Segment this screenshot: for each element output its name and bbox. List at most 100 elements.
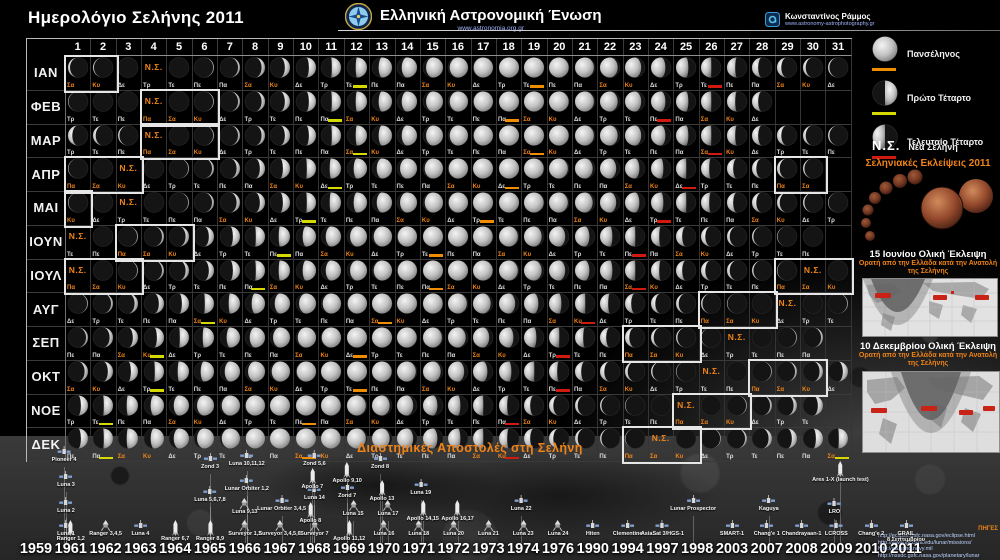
moon-phase-icon (67, 91, 88, 112)
weekday-label: Σα (67, 82, 75, 89)
day-cell: Τε (673, 191, 700, 226)
day-cell: Πε (546, 359, 573, 395)
weekday-label: Τρ (726, 454, 734, 460)
weekday-label: Πε (67, 352, 75, 359)
moon-phase-icon (802, 158, 824, 179)
timeline-year: 1997 (646, 541, 679, 557)
weekday-label: Τε (193, 285, 200, 292)
moon-calendar-grid: 1 2 3 4 5 6 7 8 9 10 11 12 13 14 15 16 17 18 19 20 21 22 23 24 2… (26, 38, 854, 464)
moon-phase-icon (371, 57, 393, 78)
day-cell: Σα (166, 89, 193, 125)
weekday-label: Κυ (751, 319, 760, 325)
moon-phase-icon (143, 394, 164, 416)
day-cell: Τε (369, 258, 396, 294)
day-cell: Κυ (495, 326, 523, 361)
day-header: 31 (825, 39, 852, 56)
source-url[interactable]: http://eclipse.gsfc.nasa.gov/eclipse.htm… (878, 533, 975, 539)
weekday-label: Πα (700, 319, 709, 325)
timeline-year: 2010 (855, 541, 888, 557)
moon-phase-icon (675, 293, 697, 314)
probe-icon (795, 520, 809, 528)
day-cell: Τρ (597, 393, 624, 429)
weekday-label: Δε (320, 285, 328, 292)
day-cell: Δε (825, 56, 852, 91)
legend-underline (872, 156, 896, 159)
day-cell: Τε (800, 123, 827, 159)
mission-item: Luna 14 (304, 484, 325, 501)
moon-phase-icon (675, 91, 697, 112)
moon-phase-icon (295, 259, 317, 281)
day-cell: Πε (369, 359, 396, 395)
day-cell: Πα (572, 359, 599, 395)
weekday-label: Κυ (726, 150, 734, 157)
weekday-label: Δε (219, 420, 227, 427)
weekday-label: Πα (345, 319, 354, 325)
day-cell: Πα (90, 427, 117, 462)
day-cell: Τε (521, 56, 548, 91)
source-url[interactable]: http://www.lpi.usra.edu/lunar/missions/ (878, 539, 972, 546)
weekday-label: Δε (548, 251, 556, 258)
weekday-label: Κυ (371, 420, 380, 427)
moon-phase-icon (523, 293, 545, 314)
moon-phase-icon (168, 158, 190, 179)
mission-item: Luna 9,13 (232, 498, 257, 515)
source-url[interactable]: http://nssdc.gsfc.nasa.gov/planetary/lun… (878, 552, 980, 559)
moon-phase-icon (827, 361, 849, 382)
day-cell: Πε (470, 393, 497, 429)
weekday-label: Σα (675, 251, 683, 258)
weekday-label: Κυ (650, 285, 658, 292)
day-cell: Δε (749, 393, 776, 429)
day-cell: Πε (166, 191, 193, 226)
day-cell: Τε (267, 123, 295, 159)
weekday-label: Πα (497, 116, 506, 123)
weekday-label: Κυ (447, 386, 456, 393)
moon-phase-icon (320, 428, 342, 449)
org-header: Ελληνική Αστρονομική Ένωση www.astronomi… (344, 2, 602, 35)
moon-phase-icon (802, 428, 824, 449)
mission-name: Pioneer 4 (51, 457, 77, 464)
day-cell: Κυ (597, 191, 624, 226)
day-cell: Ν.Σ. Σα (648, 427, 675, 462)
mission-name: Surveyor 7 (300, 531, 329, 537)
weekday-label: Κυ (624, 386, 633, 393)
weekday-label: Κυ (548, 116, 557, 123)
mission-item: Surveyor 1,2 (228, 520, 261, 537)
day-header: 21 (572, 39, 599, 56)
weekday-label: Τε (92, 116, 99, 123)
moon-phase-icon (701, 124, 722, 146)
mission-item: Luna 24 (548, 520, 568, 537)
phase-underline (150, 389, 165, 392)
day-cell: Τε (90, 89, 117, 125)
day-cell: Τρ (394, 224, 421, 260)
moon-phase-icon (625, 361, 646, 382)
mission-name: Ranger 8,9 (195, 536, 225, 542)
weekday-label: Τρ (396, 251, 404, 258)
day-cell: Πα (800, 427, 827, 462)
mission-item: Ranger 8,9 (196, 520, 224, 542)
moon-phase-icon (422, 361, 443, 382)
source-url[interactable]: http://aa.usno.navy.mil (878, 546, 933, 552)
moon-phase-icon (777, 158, 798, 179)
org-url[interactable]: www.astronomia.org.gr (457, 24, 524, 32)
day-cell: Σα (267, 157, 295, 192)
day-cell: Τρ (673, 359, 700, 395)
month-label: ΟΚΤ (27, 359, 66, 395)
legend-item: Πανσέληνος (872, 36, 983, 71)
moon-phase-icon (872, 80, 898, 106)
day-cell: Τρ (141, 359, 168, 395)
day-cell: Τρ (546, 326, 573, 361)
credit-url[interactable]: www.astronomy-astrophotography.gr (785, 21, 875, 27)
day-cell: Ν.Σ. Πα (141, 89, 168, 125)
moon-phase-icon (67, 192, 88, 213)
day-cell: Πα (90, 326, 117, 361)
moon-phase-icon (92, 192, 114, 213)
moon-phase-icon (523, 394, 545, 416)
weekday-label: Σα (92, 184, 100, 190)
mission-item: Luna 22 (511, 494, 532, 512)
moon-phase-icon (523, 428, 545, 449)
day-cell: Κυ (470, 157, 497, 192)
mission-name: LRO (828, 509, 841, 516)
moon-phase-icon (726, 394, 748, 416)
weekday-label: Τρ (244, 150, 252, 157)
day-cell: Τρ (648, 191, 675, 226)
